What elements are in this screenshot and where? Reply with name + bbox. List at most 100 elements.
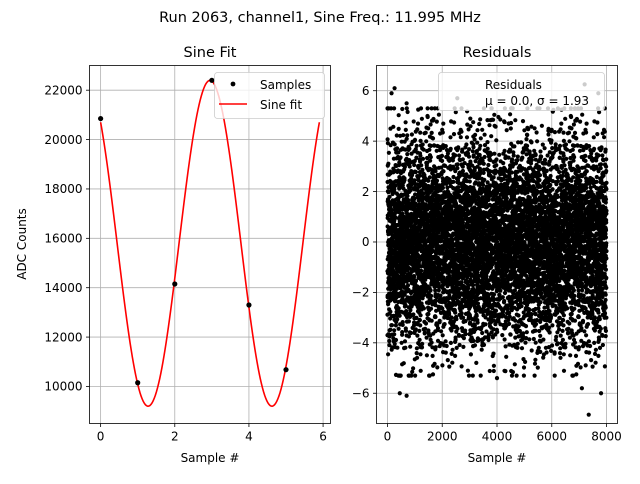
residual-point: [502, 299, 506, 303]
residual-point: [447, 365, 451, 369]
residual-point: [456, 145, 460, 149]
residual-point: [463, 332, 467, 336]
residual-point: [467, 374, 471, 378]
residual-point: [511, 370, 515, 374]
residual-point: [516, 155, 520, 159]
residual-point: [409, 374, 413, 378]
residual-point: [407, 147, 411, 151]
residual-point: [458, 174, 462, 178]
residual-point: [429, 288, 433, 292]
residual-point: [394, 338, 398, 342]
residual-point: [509, 121, 513, 125]
residual-point: [428, 175, 432, 179]
residual-point: [503, 120, 507, 124]
residual-point: [467, 147, 471, 151]
residual-point: [404, 329, 408, 333]
residual-point: [427, 148, 431, 152]
residual-point: [486, 338, 490, 342]
y-tick-label: 18000: [44, 182, 82, 196]
residual-point: [488, 369, 492, 373]
residual-point: [402, 361, 406, 365]
residual-point: [459, 135, 463, 139]
x-tick-label: 4: [245, 430, 253, 444]
residual-point: [401, 323, 405, 327]
residual-point: [449, 147, 453, 151]
residual-point: [504, 355, 508, 359]
residual-point: [429, 122, 433, 126]
residual-point: [415, 334, 419, 338]
residual-point: [453, 311, 457, 315]
residual-point: [492, 364, 496, 368]
residual-point: [477, 122, 481, 126]
residual-point: [419, 369, 423, 373]
residual-point: [405, 152, 409, 156]
residual-point: [509, 126, 513, 130]
residual-point: [398, 314, 402, 318]
residual-point: [410, 132, 414, 136]
residual-point: [491, 352, 495, 356]
y-tick-label: 16000: [44, 232, 82, 246]
residual-point: [406, 110, 410, 114]
residual-point: [459, 130, 463, 134]
residual-point: [444, 351, 448, 355]
residual-point: [431, 354, 435, 358]
residual-point: [515, 158, 519, 162]
residual-point: [441, 186, 445, 190]
sample-point: [209, 78, 214, 83]
residual-point: [431, 136, 435, 140]
residual-point: [492, 292, 496, 296]
residual-point: [494, 125, 498, 129]
residual-point: [513, 118, 517, 122]
residual-point: [426, 106, 430, 110]
residual-point: [471, 283, 475, 287]
residual-point: [402, 176, 406, 180]
residual-point: [503, 149, 507, 153]
residual-point: [513, 362, 517, 366]
residual-point: [494, 309, 498, 313]
residual-point: [393, 142, 397, 146]
residual-point: [415, 351, 419, 355]
residual-point: [392, 332, 396, 336]
residual-point: [510, 170, 514, 174]
residual-point: [461, 345, 465, 349]
residual-point: [466, 369, 470, 373]
residual-point: [412, 119, 416, 123]
residual-point: [428, 159, 432, 163]
residual-point: [482, 178, 486, 182]
residual-point: [489, 134, 493, 138]
residual-point: [435, 120, 439, 124]
residual-point: [397, 113, 401, 117]
residual-point: [517, 324, 521, 328]
residual-point: [494, 163, 498, 167]
residual-point: [433, 288, 437, 292]
residual-point: [417, 329, 421, 333]
residual-point: [491, 118, 495, 122]
residual-point: [486, 147, 490, 151]
residual-point: [391, 125, 395, 129]
residual-point: [504, 344, 508, 348]
residual-point: [403, 346, 407, 350]
legend-fit-label: Sine fit: [260, 98, 302, 112]
residual-point: [480, 331, 484, 335]
residual-point: [509, 333, 513, 337]
residual-point: [435, 179, 439, 183]
residual-point: [424, 139, 428, 143]
residual-point: [469, 352, 473, 356]
residual-point: [433, 362, 437, 366]
residual-point: [483, 133, 487, 137]
residual-point: [436, 326, 440, 330]
residual-point: [471, 339, 475, 343]
residual-point: [507, 322, 511, 326]
residual-point: [415, 144, 419, 148]
residual-point: [460, 280, 464, 284]
residual-point: [399, 374, 403, 378]
residual-point: [462, 336, 466, 340]
residual-point: [390, 323, 394, 327]
residual-point: [419, 313, 423, 317]
residual-point: [494, 138, 498, 142]
residual-point: [480, 348, 484, 352]
residual-point: [468, 124, 472, 128]
residual-point: [515, 346, 519, 350]
residual-point: [400, 107, 404, 111]
residual-point: [486, 163, 490, 167]
